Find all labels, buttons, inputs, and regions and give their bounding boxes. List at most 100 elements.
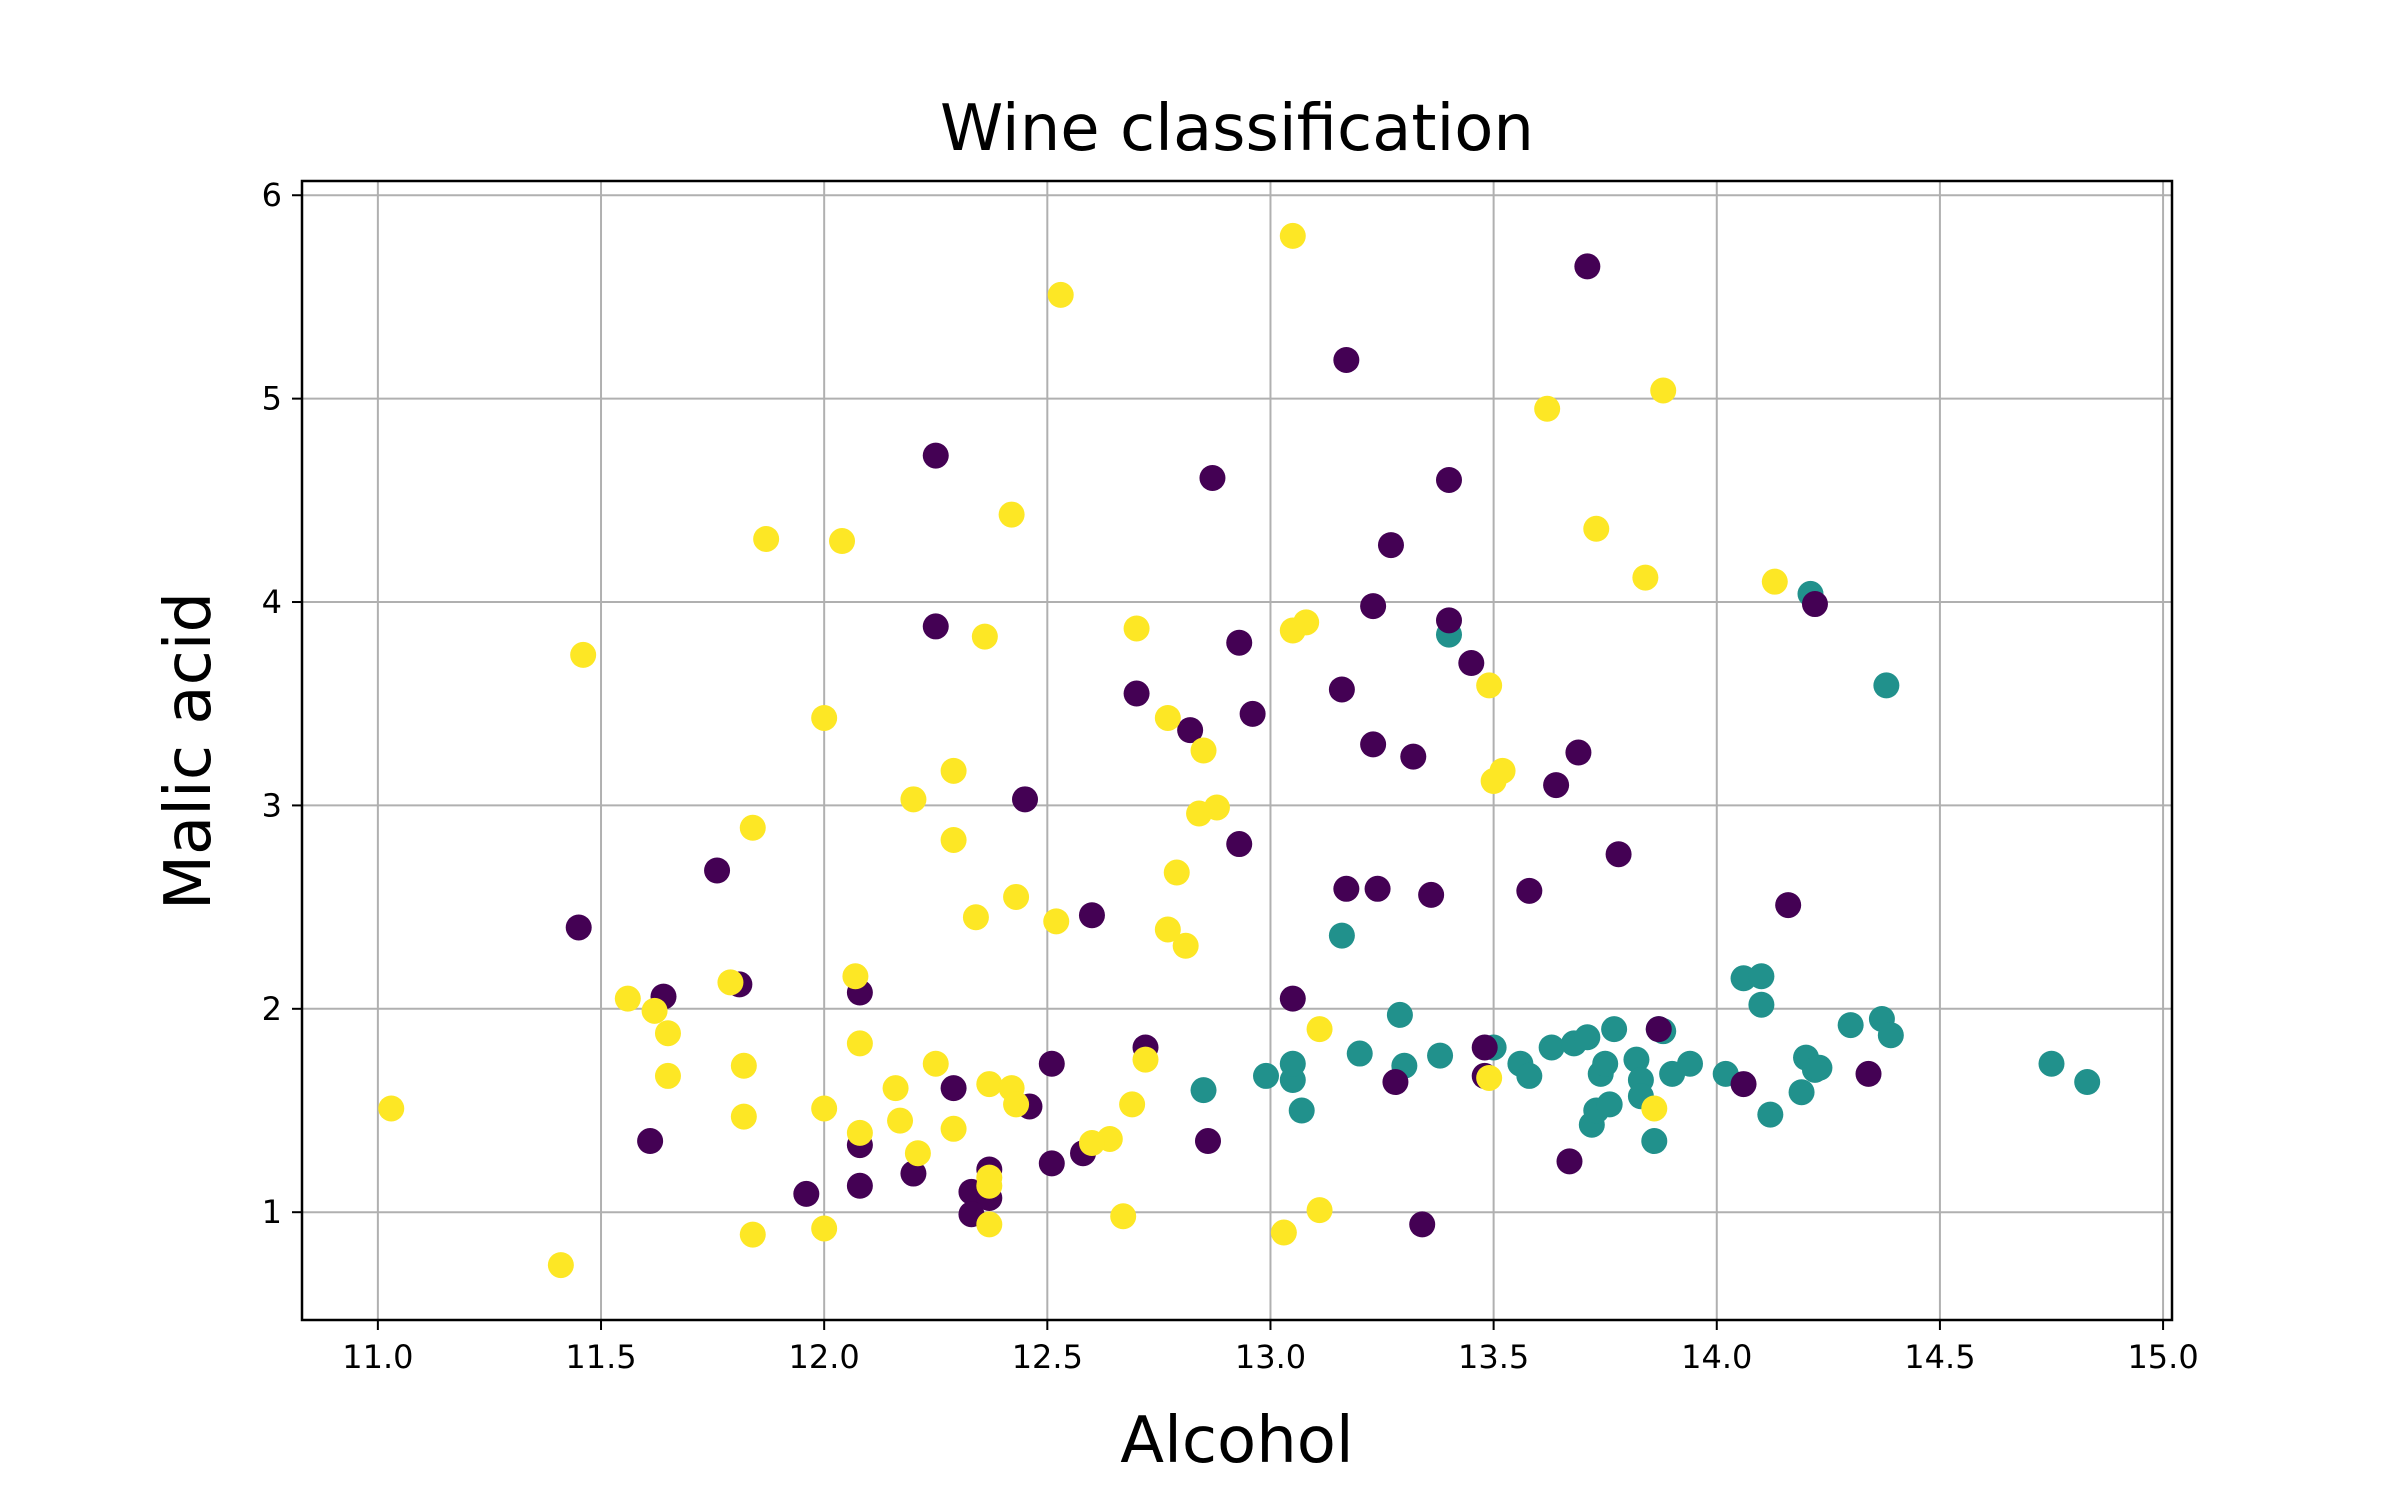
x-tick-label: 13.5 [1458, 1338, 1529, 1376]
data-point [900, 1160, 927, 1187]
x-axis-label: Alcohol [1120, 1404, 1353, 1478]
data-point [1565, 739, 1592, 766]
data-point [2074, 1069, 2101, 1096]
data-point [1775, 892, 1802, 919]
data-point [1730, 1071, 1757, 1098]
data-point [900, 786, 927, 813]
x-tick-label: 14.0 [1681, 1338, 1752, 1376]
data-point [842, 963, 869, 990]
data-point [1574, 253, 1601, 280]
data-point [1253, 1062, 1280, 1089]
data-point [1650, 377, 1677, 404]
y-tick-label: 2 [262, 990, 282, 1028]
data-point [1226, 831, 1253, 858]
data-point [1328, 676, 1355, 703]
data-point [976, 1172, 1003, 1199]
y-tick-label: 4 [262, 583, 282, 621]
data-point [1306, 1197, 1333, 1224]
data-point [1078, 902, 1105, 929]
data-point [1543, 772, 1570, 799]
data-point [730, 1052, 757, 1079]
data-point [1123, 615, 1150, 642]
data-point [811, 1095, 838, 1122]
data-point [654, 1020, 681, 1047]
y-tick-label: 3 [262, 786, 282, 824]
data-point [1574, 1024, 1601, 1051]
data-point [1748, 963, 1775, 990]
data-point [1788, 1079, 1815, 1106]
data-point [1873, 672, 1900, 699]
data-point [1801, 591, 1828, 618]
data-point [1279, 1050, 1306, 1077]
data-point [940, 826, 967, 853]
data-point [1538, 1034, 1565, 1061]
x-tick-label: 12.0 [789, 1338, 860, 1376]
data-point [971, 623, 998, 650]
data-point [704, 857, 731, 884]
data-point [1855, 1060, 1882, 1087]
data-point [1516, 877, 1543, 904]
data-point [1154, 916, 1181, 943]
data-point [1641, 1128, 1668, 1155]
data-point [1190, 737, 1217, 764]
data-point [1177, 717, 1204, 744]
data-point [1676, 1050, 1703, 1077]
y-tick-label: 6 [262, 176, 282, 214]
data-point [1386, 1001, 1413, 1028]
data-point [570, 641, 597, 668]
data-point [904, 1140, 931, 1167]
x-tick-label: 14.5 [1904, 1338, 1975, 1376]
data-point [1154, 704, 1181, 731]
data-point [654, 1062, 681, 1089]
data-point [1382, 1069, 1409, 1096]
data-point [1194, 1128, 1221, 1155]
data-point [1078, 1130, 1105, 1157]
data-point [1360, 731, 1387, 758]
data-point [829, 528, 856, 555]
data-point [922, 442, 949, 469]
data-point [1409, 1211, 1436, 1238]
data-point [1806, 1054, 1833, 1081]
x-tick-label: 15.0 [2127, 1338, 2198, 1376]
data-point [1119, 1091, 1146, 1118]
data-point [1471, 1034, 1498, 1061]
data-point [730, 1103, 757, 1130]
data-point [1163, 859, 1190, 886]
data-point [922, 1050, 949, 1077]
data-point [1435, 607, 1462, 634]
y-tick-label: 1 [262, 1193, 282, 1231]
data-point [1877, 1022, 1904, 1049]
data-point [1288, 1097, 1315, 1124]
data-point [1645, 1016, 1672, 1043]
data-point [1435, 466, 1462, 493]
data-point [1038, 1150, 1065, 1177]
data-point [1592, 1050, 1619, 1077]
grid-lines [302, 181, 2172, 1320]
data-point [1427, 1042, 1454, 1069]
data-point [1043, 908, 1070, 935]
data-point [1186, 800, 1213, 827]
data-point [1003, 1091, 1030, 1118]
data-point [717, 969, 744, 996]
data-point [1333, 875, 1360, 902]
data-point [1239, 700, 1266, 727]
y-axis-label: Malic acid [152, 592, 226, 910]
data-point [976, 1071, 1003, 1098]
data-point [1364, 875, 1391, 902]
data-point [739, 1221, 766, 1248]
data-point [846, 1172, 873, 1199]
data-point [1632, 564, 1659, 591]
data-point [1047, 281, 1074, 308]
data-point [962, 904, 989, 931]
plot-frame [300, 179, 2174, 1322]
data-point [1132, 1046, 1159, 1073]
data-point [1400, 743, 1427, 770]
data-point [1306, 1016, 1333, 1043]
data-point [1476, 672, 1503, 699]
data-point [1761, 568, 1788, 595]
data-point [940, 1075, 967, 1102]
data-point [1199, 464, 1226, 491]
data-point [1279, 985, 1306, 1012]
data-point [1556, 1148, 1583, 1175]
